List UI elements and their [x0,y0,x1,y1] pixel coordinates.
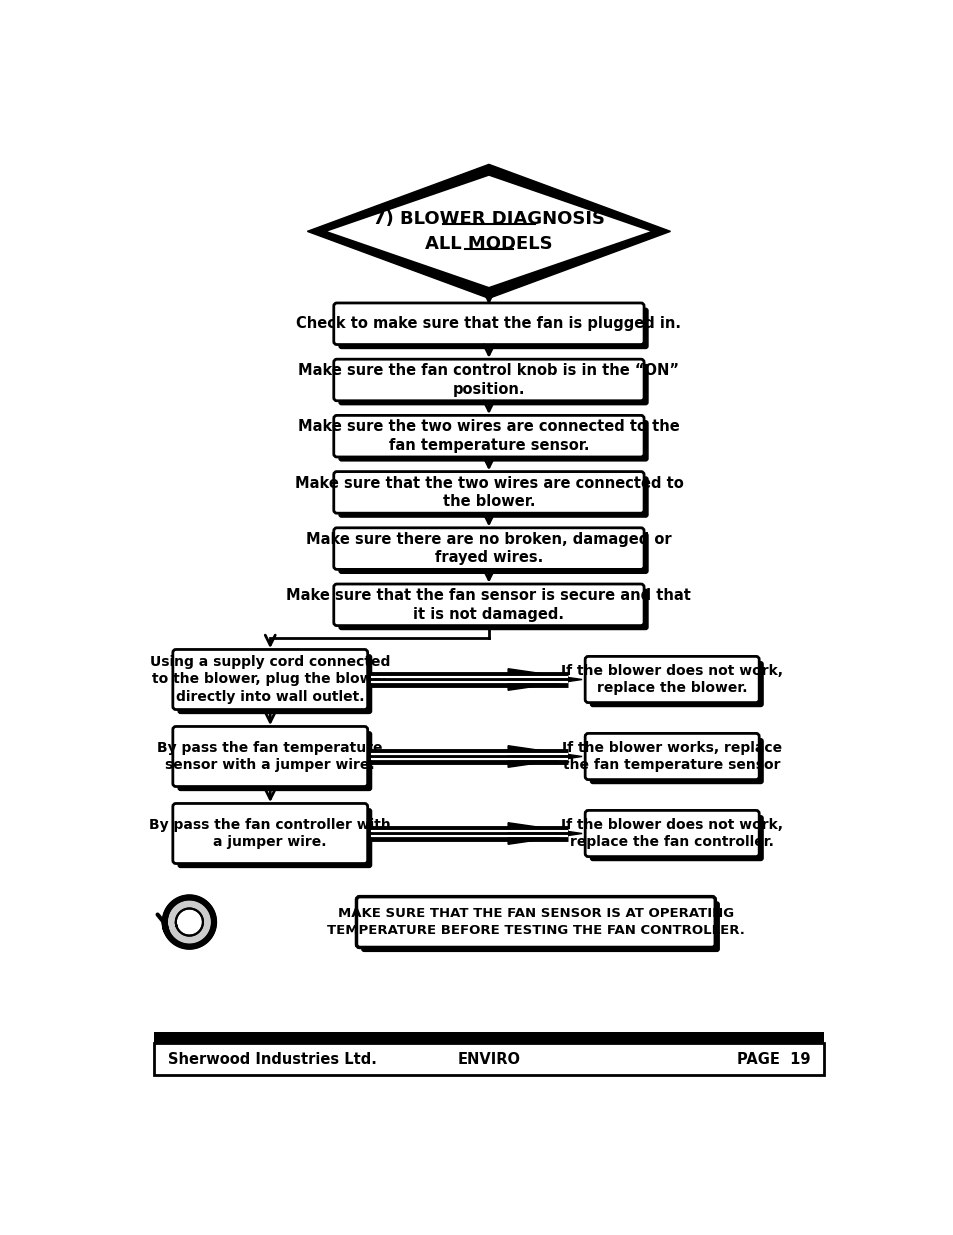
FancyBboxPatch shape [338,420,648,462]
Text: Make sure there are no broken, damaged or
frayed wires.: Make sure there are no broken, damaged o… [306,532,671,566]
Bar [153,1032,823,1042]
FancyBboxPatch shape [361,902,720,952]
Text: PAGE  19: PAGE 19 [736,1052,809,1067]
Polygon shape [307,164,670,299]
FancyBboxPatch shape [334,584,643,626]
Polygon shape [165,898,213,947]
FancyBboxPatch shape [584,656,759,703]
FancyBboxPatch shape [172,804,367,863]
Text: Make sure the fan control knob is in the “ON”
position.: Make sure the fan control knob is in the… [298,363,679,396]
FancyBboxPatch shape [589,739,763,784]
Polygon shape [508,746,581,767]
Bar [153,1042,823,1076]
FancyBboxPatch shape [334,359,643,401]
FancyBboxPatch shape [172,650,367,710]
Text: If the blower works, replace
the fan temperature sensor: If the blower works, replace the fan tem… [561,741,781,772]
FancyBboxPatch shape [584,810,759,857]
Text: By pass the fan temperature
sensor with a jumper wire.: By pass the fan temperature sensor with … [157,741,382,772]
Text: ENVIRO: ENVIRO [456,1052,520,1067]
Text: MAKE SURE THAT THE FAN SENSOR IS AT OPERATING
TEMPERATURE BEFORE TESTING THE FAN: MAKE SURE THAT THE FAN SENSOR IS AT OPER… [327,906,744,937]
FancyBboxPatch shape [177,731,372,792]
Polygon shape [508,668,581,690]
Polygon shape [508,823,581,845]
FancyBboxPatch shape [589,815,763,861]
Text: If the blower does not work,
replace the fan controller.: If the blower does not work, replace the… [560,818,782,850]
FancyBboxPatch shape [338,308,648,350]
Text: By pass the fan controller with
a jumper wire.: By pass the fan controller with a jumper… [150,818,391,850]
Text: Sherwood Industries Ltd.: Sherwood Industries Ltd. [168,1052,376,1067]
Polygon shape [323,174,654,288]
FancyBboxPatch shape [338,364,648,405]
FancyBboxPatch shape [177,655,372,714]
Polygon shape [165,898,213,947]
FancyBboxPatch shape [334,303,643,345]
FancyBboxPatch shape [334,472,643,514]
FancyBboxPatch shape [356,897,715,947]
FancyBboxPatch shape [338,532,648,574]
Text: Make sure that the two wires are connected to
the blower.: Make sure that the two wires are connect… [294,475,682,509]
Text: 7) BLOWER DIAGNOSIS: 7) BLOWER DIAGNOSIS [373,210,604,228]
FancyBboxPatch shape [338,477,648,517]
FancyBboxPatch shape [584,734,759,779]
FancyBboxPatch shape [334,415,643,457]
FancyBboxPatch shape [589,661,763,708]
Text: ALL MODELS: ALL MODELS [425,235,552,253]
Text: Make sure that the fan sensor is secure and that
it is not damaged.: Make sure that the fan sensor is secure … [286,588,691,621]
Text: If the blower does not work,
replace the blower.: If the blower does not work, replace the… [560,664,782,695]
FancyBboxPatch shape [172,726,367,787]
Text: Make sure the two wires are connected to the
fan temperature sensor.: Make sure the two wires are connected to… [297,420,679,453]
FancyBboxPatch shape [177,808,372,868]
Text: Check to make sure that the fan is plugged in.: Check to make sure that the fan is plugg… [296,316,680,331]
Text: Using a supply cord connected
to the blower, plug the blower
directly into wall : Using a supply cord connected to the blo… [150,656,390,704]
FancyBboxPatch shape [334,527,643,569]
FancyBboxPatch shape [338,589,648,630]
